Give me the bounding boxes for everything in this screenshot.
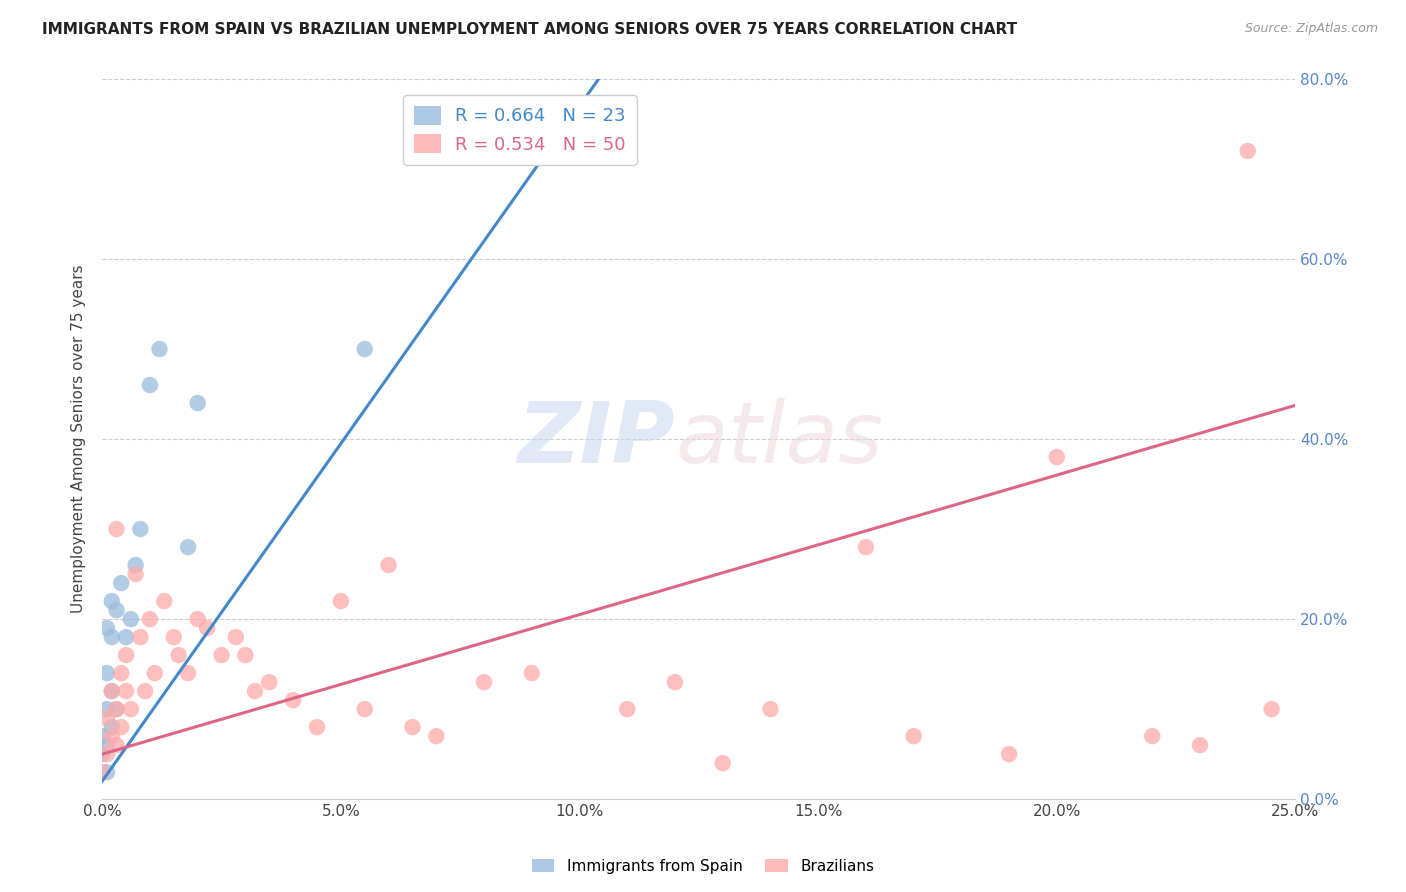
Point [120,612,142,626]
Point [96,765,118,780]
Point [96,666,118,681]
Point [143,666,166,681]
Point [1046,450,1069,464]
Point [100,630,122,644]
Point [903,729,925,743]
Point [195,621,218,635]
Point [664,675,686,690]
Point [91,765,114,780]
Point [100,594,122,608]
Point [211,648,233,662]
Point [329,594,352,608]
Y-axis label: Unemployment Among Seniors over 75 years: Unemployment Among Seniors over 75 years [72,265,86,614]
Point [520,666,543,681]
Point [96,702,118,716]
Point [134,684,156,698]
Point [124,558,146,573]
Point [187,612,209,626]
Text: IMMIGRANTS FROM SPAIN VS BRAZILIAN UNEMPLOYMENT AMONG SENIORS OVER 75 YEARS CORR: IMMIGRANTS FROM SPAIN VS BRAZILIAN UNEMP… [42,22,1018,37]
Point [110,720,132,734]
Point [259,675,281,690]
Point [998,747,1021,761]
Point [1260,702,1282,716]
Point [96,738,118,752]
Point [129,522,152,536]
Point [1142,729,1164,743]
Point [401,720,423,734]
Point [163,630,186,644]
Point [1188,738,1211,752]
Legend: R = 0.664   N = 23, R = 0.534   N = 50: R = 0.664 N = 23, R = 0.534 N = 50 [404,95,637,165]
Legend: Immigrants from Spain, Brazilians: Immigrants from Spain, Brazilians [526,853,880,880]
Point [353,342,375,356]
Point [167,648,190,662]
Point [148,342,170,356]
Point [124,567,146,582]
Point [105,522,128,536]
Point [110,666,132,681]
Point [115,648,138,662]
Point [91,729,114,743]
Point [105,702,128,716]
Point [100,684,122,698]
Point [177,666,200,681]
Point [711,756,734,771]
Point [110,576,132,591]
Point [759,702,782,716]
Point [105,738,128,752]
Point [616,702,638,716]
Point [353,702,375,716]
Point [1236,144,1258,158]
Point [243,684,266,698]
Text: ZIP: ZIP [517,398,675,481]
Point [115,684,138,698]
Point [139,378,162,392]
Point [91,747,114,761]
Point [105,702,128,716]
Point [377,558,399,573]
Point [129,630,152,644]
Point [100,684,122,698]
Point [305,720,328,734]
Point [105,603,128,617]
Point [472,675,495,690]
Point [139,612,162,626]
Text: atlas: atlas [675,398,883,481]
Point [855,540,877,554]
Point [153,594,176,608]
Point [100,729,122,743]
Point [96,621,118,635]
Point [96,747,118,761]
Point [96,711,118,725]
Point [235,648,257,662]
Point [425,729,447,743]
Point [177,540,200,554]
Point [100,720,122,734]
Point [187,396,209,410]
Point [120,702,142,716]
Point [115,630,138,644]
Point [225,630,247,644]
Text: Source: ZipAtlas.com: Source: ZipAtlas.com [1244,22,1378,36]
Point [281,693,304,707]
